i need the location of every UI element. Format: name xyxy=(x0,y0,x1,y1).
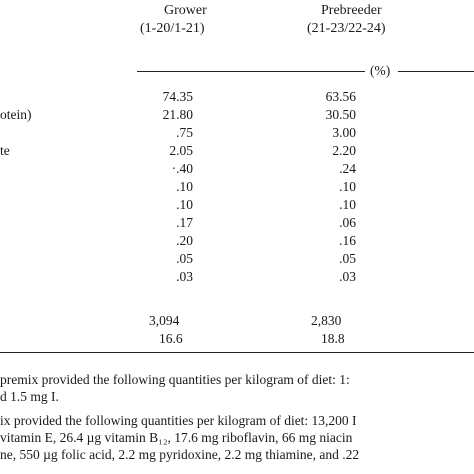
footnote-line: vitamin E, 26.4 µg vitamin B₁₂, 17.6 mg … xyxy=(0,430,353,445)
grower-header: Grower xyxy=(164,3,207,18)
grower-value: 2.05 xyxy=(169,143,193,158)
prebreeder-value: 63.56 xyxy=(325,89,356,104)
grower-summary-value: 16.6 xyxy=(159,331,183,346)
unit-rule-left xyxy=(137,71,365,72)
grower-period: (1-20/1-21) xyxy=(140,21,205,36)
prebreeder-value: .16 xyxy=(339,233,356,248)
grower-value: .10 xyxy=(176,179,193,194)
unit-label: (%) xyxy=(370,63,391,78)
footnote-line: ne, 550 µg folic acid, 2.2 mg pyridoxine… xyxy=(0,447,360,462)
grower-value: 21.80 xyxy=(162,107,193,122)
grower-value: .10 xyxy=(176,197,193,212)
footnote-line: d 1.5 mg I. xyxy=(0,389,59,404)
prebreeder-summary-value: 18.8 xyxy=(321,331,345,346)
prebreeder-value: .10 xyxy=(339,179,356,194)
grower-value: 74.35 xyxy=(162,89,193,104)
prebreeder-value: 3.00 xyxy=(332,125,356,140)
prebreeder-value: 2.20 xyxy=(332,143,356,158)
prebreeder-value: 30.50 xyxy=(325,107,356,122)
row-label: te xyxy=(0,143,10,158)
prebreeder-value: .05 xyxy=(339,251,356,266)
table-bottom-rule xyxy=(0,352,474,353)
unit-rule-right xyxy=(398,71,474,72)
row-label: otein) xyxy=(0,107,32,122)
prebreeder-value: .24 xyxy=(339,161,356,176)
grower-value: ·.40 xyxy=(171,161,193,176)
grower-value: .05 xyxy=(176,251,193,266)
footnote-line: ix provided the following quantities per… xyxy=(0,413,357,428)
grower-summary-value: 3,094 xyxy=(149,313,180,328)
grower-value: .20 xyxy=(176,233,193,248)
grower-value: .03 xyxy=(176,269,193,284)
prebreeder-value: .10 xyxy=(339,197,356,212)
grower-value: .17 xyxy=(176,215,193,230)
prebreeder-value: .06 xyxy=(339,215,356,230)
prebreeder-value: .03 xyxy=(339,269,356,284)
prebreeder-period: (21-23/22-24) xyxy=(307,21,386,36)
footnote-line: premix provided the following quantities… xyxy=(0,372,350,387)
prebreeder-header: Prebreeder xyxy=(321,3,382,18)
prebreeder-summary-value: 2,830 xyxy=(311,313,342,328)
grower-value: .75 xyxy=(176,125,193,140)
